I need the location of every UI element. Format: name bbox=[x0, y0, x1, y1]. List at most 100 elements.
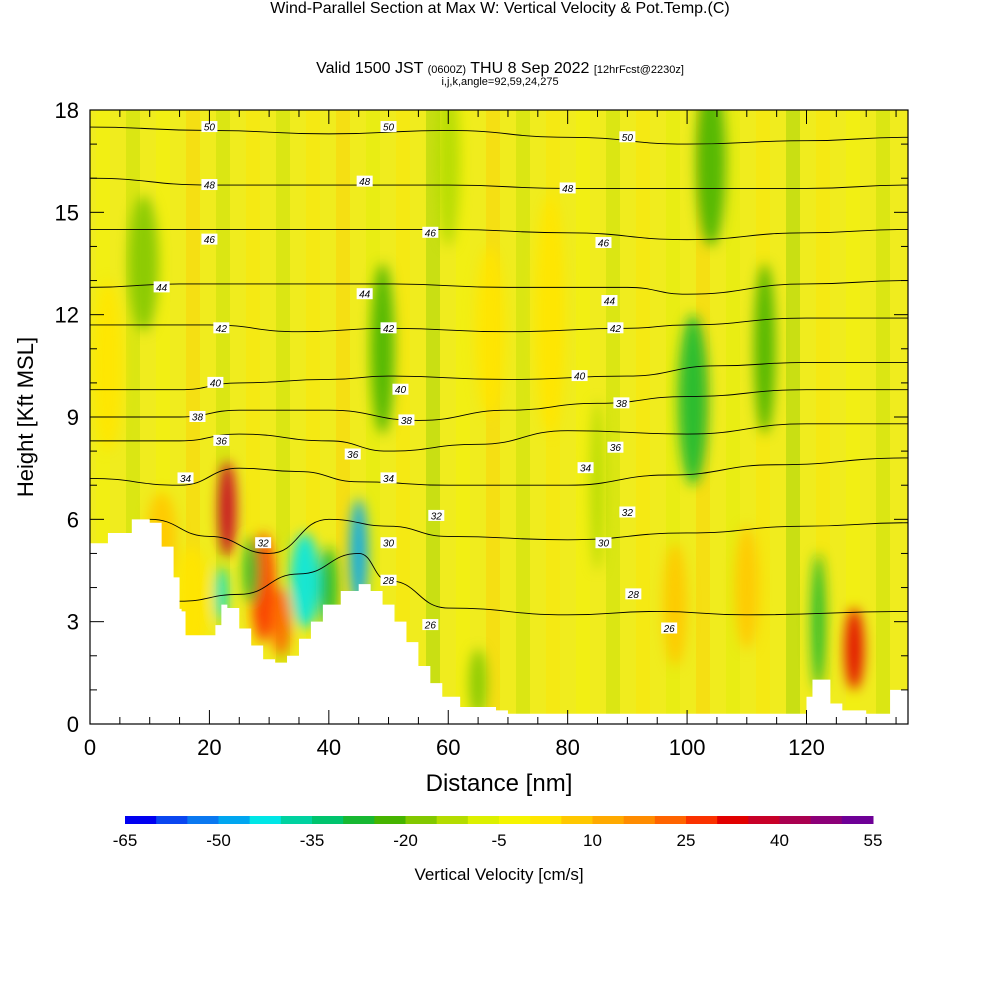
colorbar-tick-label: -35 bbox=[300, 831, 325, 850]
isentrope-label-bg bbox=[153, 281, 170, 293]
isentrope-label-text: 46 bbox=[598, 239, 610, 250]
colorbar-tick-label: 55 bbox=[864, 831, 883, 850]
isentrope-label-text: 44 bbox=[156, 283, 168, 294]
colorbar-tick-labels: -65 -50 -35 -20 -5 10 25 40 55 bbox=[113, 831, 883, 850]
x-tick-label: 100 bbox=[669, 735, 706, 760]
x-tick-label: 40 bbox=[317, 735, 341, 760]
isentrope-label: 34 bbox=[177, 472, 194, 485]
isentrope-label-bg bbox=[607, 441, 624, 453]
velocity-cell bbox=[534, 195, 565, 435]
isentrope-label-text: 40 bbox=[395, 385, 407, 396]
velocity-cell bbox=[696, 110, 726, 247]
isentrope-label: 38 bbox=[189, 411, 206, 424]
isentrope-label-text: 34 bbox=[580, 464, 592, 475]
colorbar-swatch bbox=[623, 816, 656, 824]
colorbar-swatch bbox=[748, 816, 780, 824]
x-tick-label: 120 bbox=[788, 735, 825, 760]
isentrope-label: 50 bbox=[380, 121, 397, 134]
isentrope-44 bbox=[90, 280, 908, 295]
colorbar-swatch bbox=[779, 816, 812, 824]
velocity-cell bbox=[663, 543, 688, 667]
velocity-band bbox=[726, 110, 740, 724]
isentrope-label: 44 bbox=[356, 288, 373, 301]
y-tick-label: 18 bbox=[55, 98, 79, 123]
isentrope-label: 26 bbox=[422, 619, 439, 632]
colorbar-tick-label: -20 bbox=[393, 831, 418, 850]
velocity-band bbox=[846, 110, 860, 724]
chart-title: Wind-Parallel Section at Max W: Vertical… bbox=[0, 0, 1000, 18]
isentrope-label-bg bbox=[380, 322, 397, 334]
colorbar-swatch bbox=[218, 816, 251, 824]
x-tick-label: 0 bbox=[84, 735, 96, 760]
isentrope-label: 38 bbox=[398, 414, 415, 427]
valid-text-d: [12hrFcst@2230z] bbox=[593, 64, 684, 76]
isentrope-label-text: 28 bbox=[627, 590, 640, 601]
isentrope-label-bg bbox=[255, 537, 272, 549]
valid-text-b: (0600Z) bbox=[427, 64, 467, 76]
isentrope-label-text: 48 bbox=[359, 177, 371, 188]
velocity-cell bbox=[92, 280, 123, 452]
isentrope-label-text: 32 bbox=[431, 511, 443, 522]
axis-ticks bbox=[89, 109, 908, 725]
colorbar-swatch bbox=[686, 816, 718, 824]
velocity-cell bbox=[734, 526, 759, 649]
colorbar-swatch bbox=[249, 816, 282, 824]
isentrope-label-bg bbox=[571, 370, 588, 382]
velocity-cell bbox=[243, 536, 259, 605]
isentrope-label-bg bbox=[613, 397, 630, 409]
y-tick-label: 3 bbox=[67, 610, 79, 635]
y-tick-label: 9 bbox=[67, 405, 79, 430]
isentrope-label: 50 bbox=[201, 121, 218, 134]
colorbar-swatch bbox=[125, 816, 157, 824]
isentrope-label-text: 38 bbox=[192, 413, 204, 424]
colorbar-swatch bbox=[592, 816, 625, 824]
isentrope-label-bg bbox=[398, 414, 415, 426]
isentrope-label-bg bbox=[595, 237, 612, 249]
isentrope-label: 46 bbox=[201, 233, 218, 246]
y-tick-label: 12 bbox=[55, 303, 79, 328]
x-tick-label: 80 bbox=[555, 735, 579, 760]
isentrope-label: 44 bbox=[153, 281, 170, 294]
isentrope-label: 48 bbox=[356, 175, 373, 188]
colorbar-tick-label: -5 bbox=[491, 831, 506, 850]
isentrope-label: 40 bbox=[392, 383, 409, 396]
colorbar-swatch bbox=[654, 816, 687, 824]
isentrope-label: 42 bbox=[213, 322, 230, 335]
isentrope-label: 30 bbox=[595, 537, 612, 550]
isentrope-label-bg bbox=[595, 537, 612, 549]
isentrope-label-bg bbox=[577, 462, 594, 474]
chart-title-text: Wind-Parallel Section at Max W: Vertical… bbox=[270, 0, 708, 17]
isentrope-label-text: 50 bbox=[204, 123, 216, 134]
colorbar-tick-label: -50 bbox=[206, 831, 231, 850]
colorbar-tick-label: 25 bbox=[677, 831, 696, 850]
valid-text-c: THU 8 Sep 2022 bbox=[466, 60, 594, 77]
colorbar-swatch bbox=[717, 816, 749, 824]
isentrope-label: 32 bbox=[428, 509, 445, 522]
colorbar-tick-label: 40 bbox=[770, 831, 789, 850]
isentrope-label-bg bbox=[625, 588, 642, 600]
isentrope-32 bbox=[149, 518, 908, 554]
velocity-band bbox=[636, 110, 650, 724]
colorbar-swatch bbox=[467, 816, 500, 824]
isentrope-label: 40 bbox=[571, 370, 588, 383]
isentrope-label-text: 38 bbox=[401, 416, 413, 427]
colorbar-tick-label: 10 bbox=[583, 831, 602, 850]
isentrope-label: 36 bbox=[607, 441, 624, 454]
isentrope-label-text: 42 bbox=[610, 324, 622, 335]
isentrope-label-text: 30 bbox=[383, 539, 395, 550]
isentrope-label: 46 bbox=[595, 237, 612, 250]
isentrope-label: 36 bbox=[344, 448, 361, 461]
copyright-mark: (C) bbox=[707, 0, 730, 17]
isentrope-label-text: 48 bbox=[204, 181, 216, 192]
isentrope-label: 26 bbox=[661, 622, 678, 635]
isentrope-label-bg bbox=[201, 121, 218, 133]
colorbar-swatch bbox=[343, 816, 375, 824]
colorbar-swatch bbox=[312, 816, 344, 824]
isentrope-label-bg bbox=[201, 179, 218, 191]
isentrope-label-text: 44 bbox=[359, 290, 371, 301]
valid-text-a: Valid 1500 JST bbox=[316, 60, 428, 77]
isentrope-label-bg bbox=[607, 322, 624, 334]
isentrope-label: 38 bbox=[613, 397, 630, 410]
isentrope-label-text: 40 bbox=[574, 372, 586, 383]
isentrope-label: 46 bbox=[422, 226, 439, 239]
